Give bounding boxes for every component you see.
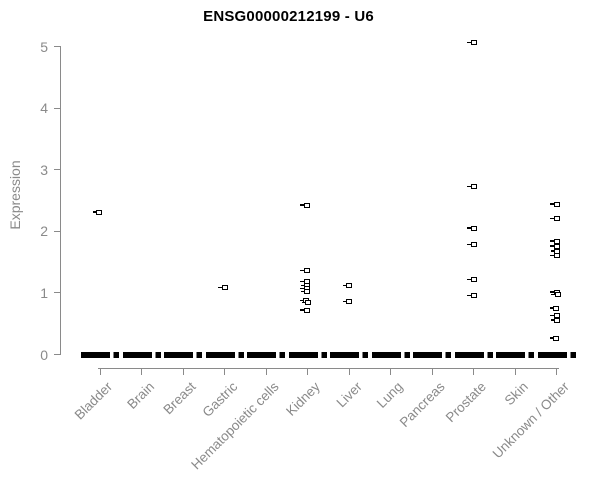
data-point	[467, 40, 477, 46]
y-axis-line	[60, 46, 61, 355]
x-tick	[265, 368, 267, 375]
zero-cluster-bar	[371, 351, 410, 358]
data-point	[92, 209, 102, 215]
data-point	[467, 184, 477, 190]
data-point	[551, 292, 561, 298]
x-tick-label: Prostate	[442, 379, 490, 426]
data-point	[549, 335, 559, 341]
x-tick-label: Liver	[333, 379, 365, 411]
zero-cluster-bar	[537, 351, 576, 358]
y-tick	[54, 354, 61, 355]
zero-cluster-bar	[164, 351, 202, 358]
data-point	[300, 202, 310, 208]
x-tick	[473, 368, 474, 375]
x-tick	[514, 368, 516, 375]
x-tick	[307, 368, 308, 375]
y-tick	[54, 169, 61, 171]
data-point	[550, 317, 560, 323]
data-point	[550, 238, 560, 244]
y-tick-label: 1	[40, 284, 48, 301]
y-tick	[54, 46, 61, 47]
y-tick-label: 2	[40, 223, 48, 240]
data-point	[300, 289, 310, 295]
data-point	[300, 307, 310, 313]
data-point	[550, 243, 560, 249]
zero-cluster-bar	[454, 351, 493, 358]
data-point	[467, 225, 477, 231]
zero-cluster-bar	[288, 351, 327, 358]
data-point	[467, 277, 477, 283]
x-tick-label: Pancreas	[396, 379, 448, 430]
x-tick-label: Skin	[501, 379, 531, 409]
y-tick-label: 3	[40, 161, 48, 178]
y-tick-label: 0	[40, 346, 48, 363]
x-tick-label: Bladder	[72, 379, 116, 423]
data-point	[550, 253, 560, 259]
x-tick-label: Breast	[160, 379, 199, 418]
zero-cluster-bar	[496, 351, 534, 358]
zero-cluster-bar	[205, 351, 244, 358]
data-point	[550, 216, 560, 222]
x-tick-label: Unknown / Other	[489, 379, 573, 462]
x-tick	[556, 368, 557, 375]
y-tick	[54, 107, 61, 109]
x-tick	[182, 368, 184, 375]
data-point	[467, 242, 477, 248]
y-tick	[54, 230, 61, 232]
x-tick	[431, 368, 433, 375]
zero-cluster-bar	[122, 351, 161, 358]
zero-cluster-bar	[413, 351, 451, 358]
zero-cluster-bar	[330, 351, 368, 358]
chart-title: ENSG00000212199 - U6	[203, 8, 374, 25]
data-point	[342, 283, 352, 288]
x-tick	[141, 368, 142, 375]
x-tick	[348, 368, 350, 375]
zero-cluster-bar	[247, 351, 285, 358]
x-tick-label: Lung	[374, 379, 407, 411]
data-point	[550, 201, 560, 207]
x-tick-label: Gastric	[199, 379, 241, 420]
data-point	[300, 268, 310, 274]
x-tick	[390, 368, 391, 375]
y-tick	[54, 292, 61, 294]
zero-cluster-bar	[81, 351, 119, 358]
x-tick-label: Brain	[124, 379, 158, 412]
x-tick	[99, 368, 101, 375]
data-point	[549, 305, 559, 311]
data-point	[301, 300, 311, 306]
x-tick-label: Kidney	[283, 379, 324, 419]
x-tick	[224, 368, 225, 375]
y-tick-label: 4	[40, 100, 48, 117]
x-axis-line	[98, 368, 559, 369]
data-point	[467, 293, 477, 299]
y-tick-label: 5	[40, 38, 48, 55]
data-point	[342, 299, 352, 305]
data-point	[550, 248, 560, 254]
data-point	[218, 285, 228, 291]
